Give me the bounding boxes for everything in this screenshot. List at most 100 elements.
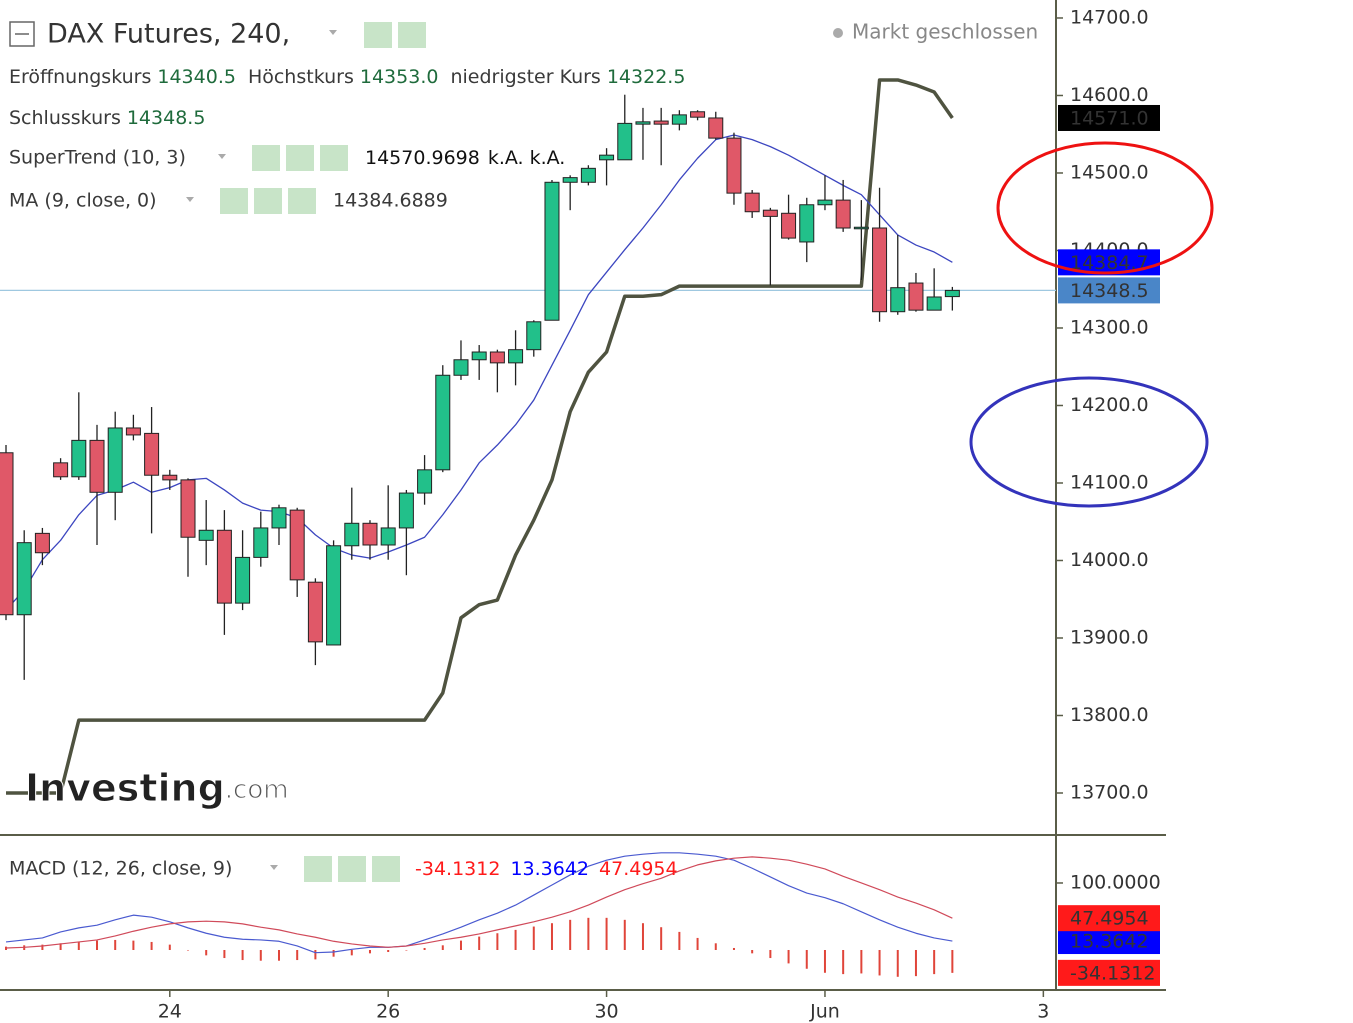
settings-icon[interactable]: [286, 145, 314, 171]
candle-body: [398, 492, 414, 529]
candle-body: [453, 359, 469, 376]
close-badge-label: 14348.5: [1070, 280, 1149, 302]
supertrend-label: SuperTrend (10, 3): [9, 147, 186, 169]
price-badge-label: 14571.0: [1070, 107, 1149, 129]
histogram-bar: [441, 945, 444, 950]
eye-icon[interactable]: [304, 856, 332, 882]
supertrend-values: 14570.9698 k.A. k.A.: [365, 147, 565, 169]
layout: [0, 0, 1166, 991]
remove-icon[interactable]: [320, 145, 348, 171]
settings-icon[interactable]: [254, 188, 282, 214]
open-label: Eröffnungskurs: [9, 66, 151, 88]
candle-body: [762, 209, 778, 217]
histogram-bar: [769, 949, 772, 959]
candle-body: [635, 121, 651, 125]
histogram-bar: [751, 949, 754, 954]
histogram-bar: [496, 933, 499, 950]
dropdown[interactable]: [329, 30, 337, 35]
x-tick-label: Jun: [809, 1001, 840, 1023]
x-tick-label: 3: [1037, 1001, 1049, 1023]
indicator-line: [6, 78, 954, 795]
candle-body: [417, 469, 433, 494]
watermark-suffix: .com: [225, 775, 289, 805]
candle-body: [71, 439, 87, 478]
candle-body: [235, 556, 251, 604]
remove-icon[interactable]: [372, 856, 400, 882]
ma-label: MA (9, close, 0): [9, 190, 157, 212]
candle-body: [307, 581, 323, 643]
macd-badge: [1058, 928, 1160, 955]
candle-body: [326, 545, 342, 646]
candle-body: [526, 321, 542, 351]
histogram-bar: [896, 949, 899, 977]
candle-body: [599, 154, 615, 161]
dropdown[interactable]: [186, 197, 194, 202]
candle-body: [580, 167, 596, 183]
histogram-bar: [914, 949, 917, 977]
histogram-bar: [532, 926, 535, 950]
candle-body: [53, 462, 69, 478]
ma-value: 14384.6889: [333, 190, 448, 212]
histogram-bar: [823, 949, 826, 973]
candle-body: [872, 227, 888, 313]
eye-icon[interactable]: [220, 188, 248, 214]
histogram-bar: [405, 949, 408, 951]
histogram-bar: [96, 940, 99, 950]
watermark-main: Investing: [25, 766, 225, 810]
high-value: 14353.0: [360, 66, 439, 88]
candle-body: [726, 137, 742, 194]
candle-body: [890, 287, 906, 313]
settings-icon[interactable]: [398, 22, 426, 48]
candle-body: [216, 529, 232, 604]
candle-body: [690, 111, 706, 118]
y-tick-label: 14700.0: [1070, 6, 1149, 28]
macd-values: -34.1312 13.3642 47.4954: [415, 858, 678, 880]
candle-body: [253, 527, 269, 558]
candle-body: [271, 507, 287, 529]
macd-badge: [1058, 905, 1160, 932]
histogram-bar: [387, 949, 390, 953]
collapse-button[interactable]: [9, 21, 35, 47]
candle-body: [835, 199, 851, 229]
candle-body: [853, 226, 869, 230]
histogram-bar: [714, 943, 717, 950]
candle-body: [0, 452, 14, 616]
histogram-bar: [569, 919, 572, 950]
candle-body: [344, 522, 360, 547]
macd-label: MACD (12, 26, close, 9): [9, 858, 232, 880]
histogram-bar: [732, 947, 735, 950]
macd-hist-value: -34.1312: [415, 858, 500, 880]
candle-body: [744, 192, 760, 213]
candle-body: [799, 204, 815, 243]
legend: DAX Futures, 240, Markt geschlossen Eröf…: [9, 19, 1038, 882]
histogram-bar: [41, 944, 44, 950]
remove-icon[interactable]: [288, 188, 316, 214]
dropdown[interactable]: [218, 154, 226, 159]
eye-icon[interactable]: [364, 22, 392, 48]
candle-body: [380, 527, 396, 546]
histogram-bar: [787, 949, 790, 964]
eye-icon[interactable]: [252, 145, 280, 171]
histogram-bar: [641, 923, 644, 950]
histogram-bar: [296, 949, 299, 961]
candle-body: [162, 474, 178, 481]
price-badge-label: 14384.7: [1070, 252, 1149, 274]
high-label: Höchstkurs: [248, 66, 354, 88]
histogram-bar: [259, 949, 262, 961]
x-tick-label: 30: [594, 1001, 618, 1023]
status: Markt geschlossen: [852, 20, 1038, 44]
candle-body: [708, 117, 724, 139]
histogram-bar: [478, 936, 481, 950]
candle-body: [489, 351, 505, 364]
candle-body: [89, 439, 105, 493]
blue-ellipse: [969, 376, 1209, 508]
histogram-bar: [951, 949, 954, 973]
histogram-bar: [623, 919, 626, 950]
red-ellipse: [996, 141, 1214, 275]
settings-icon[interactable]: [338, 856, 366, 882]
low-value: 14322.5: [607, 66, 686, 88]
dropdown[interactable]: [270, 865, 278, 870]
y-tick-label: 14000.0: [1070, 549, 1149, 571]
macd-value: 13.3642: [510, 858, 589, 880]
